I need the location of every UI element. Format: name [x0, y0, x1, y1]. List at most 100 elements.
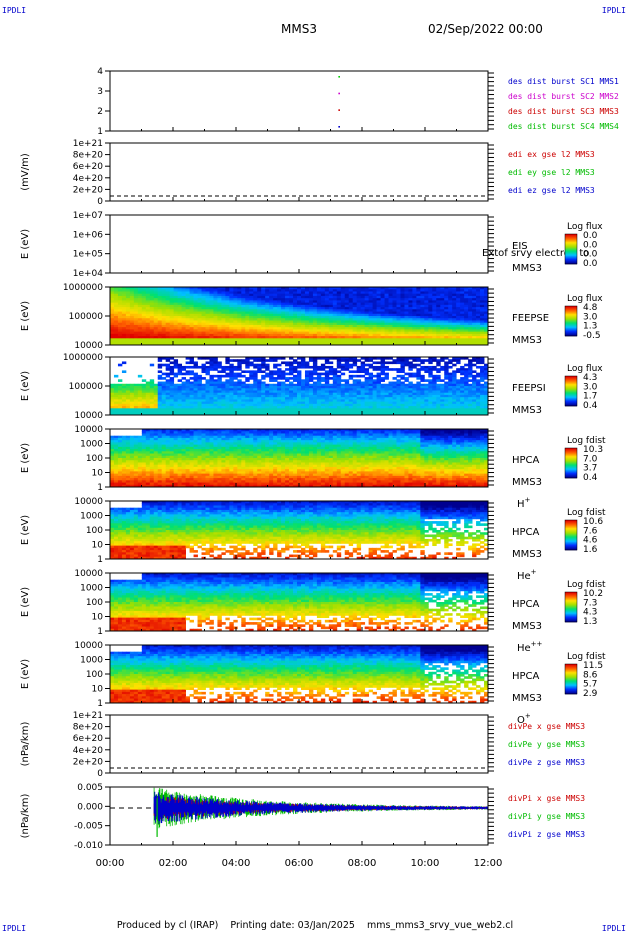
feepse-cell: [308, 338, 314, 341]
feepse-cell: [133, 287, 139, 290]
feepse-cell: [257, 320, 262, 324]
feepse-cell: [249, 333, 254, 337]
feepse-cell: [165, 287, 171, 290]
feepse-cell: [332, 329, 338, 333]
feepse-cell: [129, 307, 135, 310]
feepse-cell: [237, 302, 242, 306]
feepse-cell: [376, 313, 381, 317]
feepse-cell: [209, 300, 214, 304]
feepse-cell: [368, 291, 374, 295]
feepse-cell: [289, 331, 294, 335]
feepse-cell: [141, 309, 147, 312]
feepse-cell: [257, 318, 262, 321]
feepse-cell: [125, 311, 131, 315]
feepse-cell: [356, 298, 362, 301]
feepse-cell: [340, 342, 346, 346]
feepse-cell: [241, 307, 246, 310]
feepse-cell: [281, 329, 286, 333]
feepsi-cell: [456, 361, 461, 365]
feepsi-instrument-label: FEEPSI: [512, 383, 546, 394]
feepse-cell: [285, 336, 290, 339]
feepse-cell: [157, 327, 163, 330]
eis-cbar-swatch: [565, 245, 577, 247]
feepse-cell: [121, 304, 127, 308]
feepse-cell: [312, 320, 318, 324]
feepse-cell: [121, 295, 127, 299]
feepse-cell: [340, 322, 346, 326]
feepse-cell: [165, 304, 171, 308]
feepse-cell: [352, 298, 358, 301]
feepse-cell: [312, 309, 318, 312]
feepse-cell: [165, 327, 171, 330]
feepse-cell: [117, 293, 123, 297]
feepse-cell: [197, 316, 202, 319]
feepse-cell: [273, 322, 278, 326]
feepse-cell: [110, 316, 115, 319]
feepse-cell: [217, 298, 222, 301]
feepse-cell: [137, 287, 143, 290]
feepse-cell: [376, 320, 381, 324]
eis-cbar-swatch: [565, 244, 577, 246]
feepse-cell: [185, 320, 190, 324]
feepse-cell: [117, 320, 123, 324]
feepse-cell: [340, 313, 346, 317]
feepse-cell: [129, 318, 135, 321]
feepse-cell: [300, 340, 306, 344]
eis-cbar-swatch: [565, 253, 577, 255]
feepse-cell: [137, 293, 143, 297]
feepse-cell: [320, 304, 326, 308]
feepse-cell: [229, 313, 234, 317]
feepse-cell: [277, 289, 282, 292]
feepse-cell: [261, 336, 266, 339]
feepse-cell: [133, 295, 139, 299]
feepse-cell: [376, 291, 381, 295]
corner-label-bottom-left: IPDLI: [2, 924, 27, 933]
feepse-cell: [213, 313, 218, 317]
feepse-cell: [141, 298, 147, 301]
feepsi-cell: [380, 372, 385, 376]
feepse-cell: [165, 300, 171, 304]
feepse-cell: [185, 302, 190, 306]
feepsi-cell: [181, 368, 186, 371]
feepse-cell: [316, 318, 322, 321]
feepse-cell: [297, 289, 302, 292]
feepse-cell: [364, 293, 370, 297]
feepse-cell: [193, 291, 198, 295]
feepse-cell: [229, 336, 234, 339]
feepse-cell: [213, 318, 218, 321]
eis-frame: [109, 214, 489, 274]
feepse-cell: [157, 298, 163, 301]
feepsi-cell: [149, 363, 155, 367]
feepsi-cell: [388, 361, 393, 365]
feepse-cell: [213, 333, 218, 337]
feepse-cell: [332, 300, 338, 304]
feepse-cell: [121, 293, 127, 297]
feepse-cell: [173, 302, 179, 306]
feepse-cell: [336, 287, 342, 290]
feepse-cell: [273, 289, 278, 292]
feepsi-cell: [241, 370, 246, 374]
feepse-cell: [289, 342, 294, 346]
feepse-cell: [289, 336, 294, 339]
feepse-cell: [368, 289, 374, 292]
feepsi-cell: [273, 379, 278, 382]
feepse-cell: [376, 302, 381, 306]
feepse-cell: [141, 316, 147, 319]
feepse-cell: [113, 298, 119, 301]
time-tick-label: 12:00: [474, 858, 503, 869]
feepsi-cell: [221, 370, 226, 374]
feepse-cell: [308, 327, 314, 330]
feepse-cell: [300, 336, 306, 339]
feepse-cell: [173, 327, 179, 330]
feepse-cell: [185, 331, 190, 335]
feepsi-cell: [364, 359, 370, 362]
feepse-cell: [229, 318, 234, 321]
feepse-cell: [241, 300, 246, 304]
feepse-cell: [153, 300, 159, 304]
feepse-cell: [300, 329, 306, 333]
feepse-cell: [137, 291, 143, 295]
feepse-cell: [133, 304, 139, 308]
feepse-cell: [217, 316, 222, 319]
feepse-cell: [293, 336, 298, 339]
feepse-cell: [217, 322, 222, 326]
